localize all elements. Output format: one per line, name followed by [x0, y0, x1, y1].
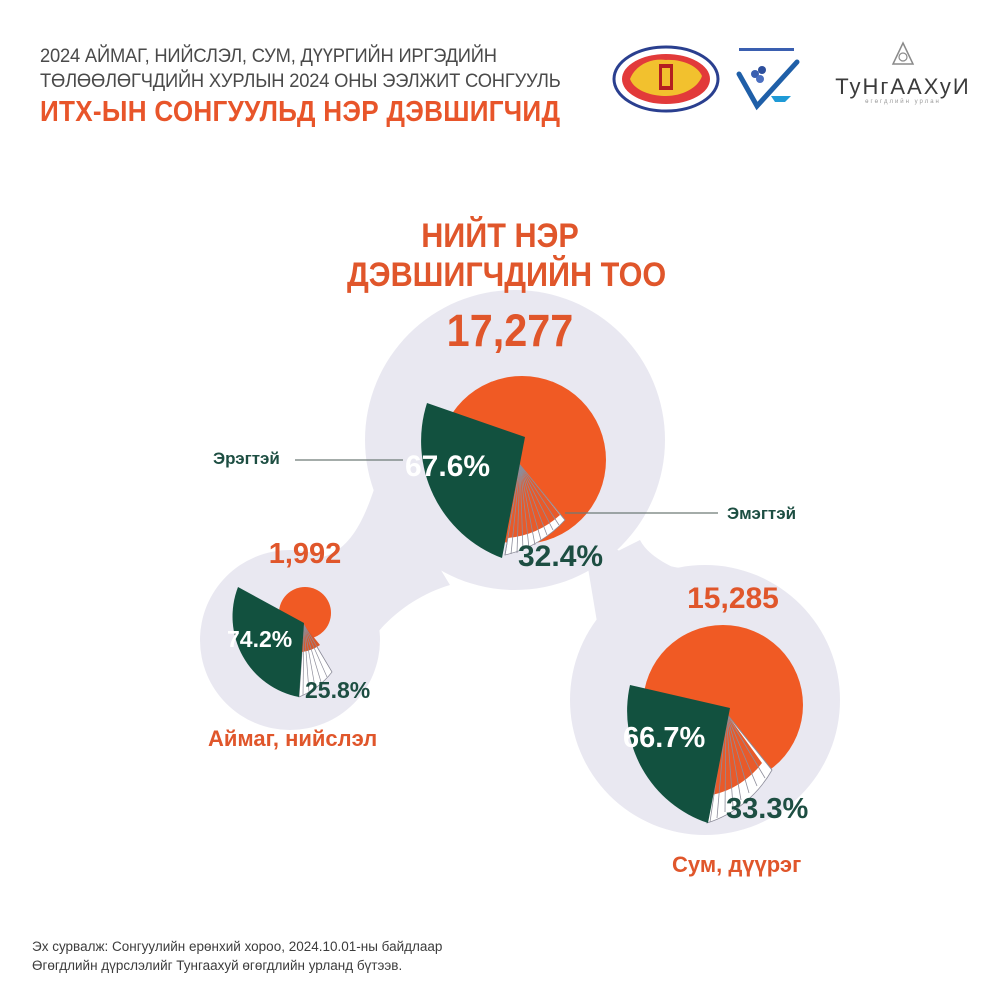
male-slice — [421, 403, 525, 558]
credit-note: Өгөгдлийн дүрслэлийг Тунгаахуй өгөгдлийн… — [32, 958, 403, 973]
total-value: 17,277 — [446, 305, 574, 356]
triangle-emblem-icon — [891, 41, 915, 65]
aimag-label: Аймаг, нийслэл — [208, 726, 378, 751]
tungaakhui-tagline: өгөгдлийн урлан — [865, 99, 941, 105]
aimag-value: 1,992 — [268, 538, 342, 570]
aimag-male-pct: 74.2% — [227, 626, 293, 652]
male-legend-label: Эрэгтэй — [213, 449, 280, 468]
voter-education-logo — [735, 44, 800, 114]
total-heading-line-1: НИЙТ НЭР — [421, 217, 579, 255]
tungaakhui-wordmark: ТуНгААХуИ — [835, 74, 971, 99]
sum-female-pct: 33.3% — [726, 793, 809, 825]
total-heading-line-2: ДЭВШИГЧДИЙН ТОО — [347, 256, 667, 294]
total-male-pct: 67.6% — [405, 450, 491, 483]
election-commission-emblem-icon — [612, 45, 720, 113]
total-pie — [421, 376, 606, 558]
aimag-female-pct: 25.8% — [305, 677, 371, 703]
page-title: ИТХ-ЫН СОНГУУЛЬД НЭР ДЭВШИГЧИД — [40, 96, 561, 128]
female-legend-label: Эмэгтэй — [727, 504, 797, 523]
aimag-pie — [232, 587, 333, 698]
sum-value: 15,285 — [687, 582, 779, 615]
election-commission-logo — [612, 44, 720, 114]
subtitle-line-2: ТӨЛӨӨЛӨГЧДИЙН ХУРЛЫН 2024 ОНЫ ЭЭЛЖИТ СОН… — [40, 70, 561, 92]
source-note: Эх сурвалж: Сонгуулийн ерөнхий хороо, 20… — [32, 939, 443, 954]
sum-pie — [627, 625, 803, 824]
total-female-pct: 32.4% — [518, 540, 604, 573]
checkmark-people-icon — [736, 48, 800, 111]
sum-male-pct: 66.7% — [623, 722, 706, 754]
subtitle-line-1: 2024 АЙМАГ, НИЙСЛЭЛ, СУМ, ДҮҮРГИЙН ИРГЭД… — [40, 45, 497, 67]
sum-label: Сум, дүүрэг — [672, 852, 802, 877]
female-fan-rays — [504, 464, 566, 556]
tungaakhui-logo: ТуНгААХуИ өгөгдлийн урлан — [833, 40, 973, 110]
